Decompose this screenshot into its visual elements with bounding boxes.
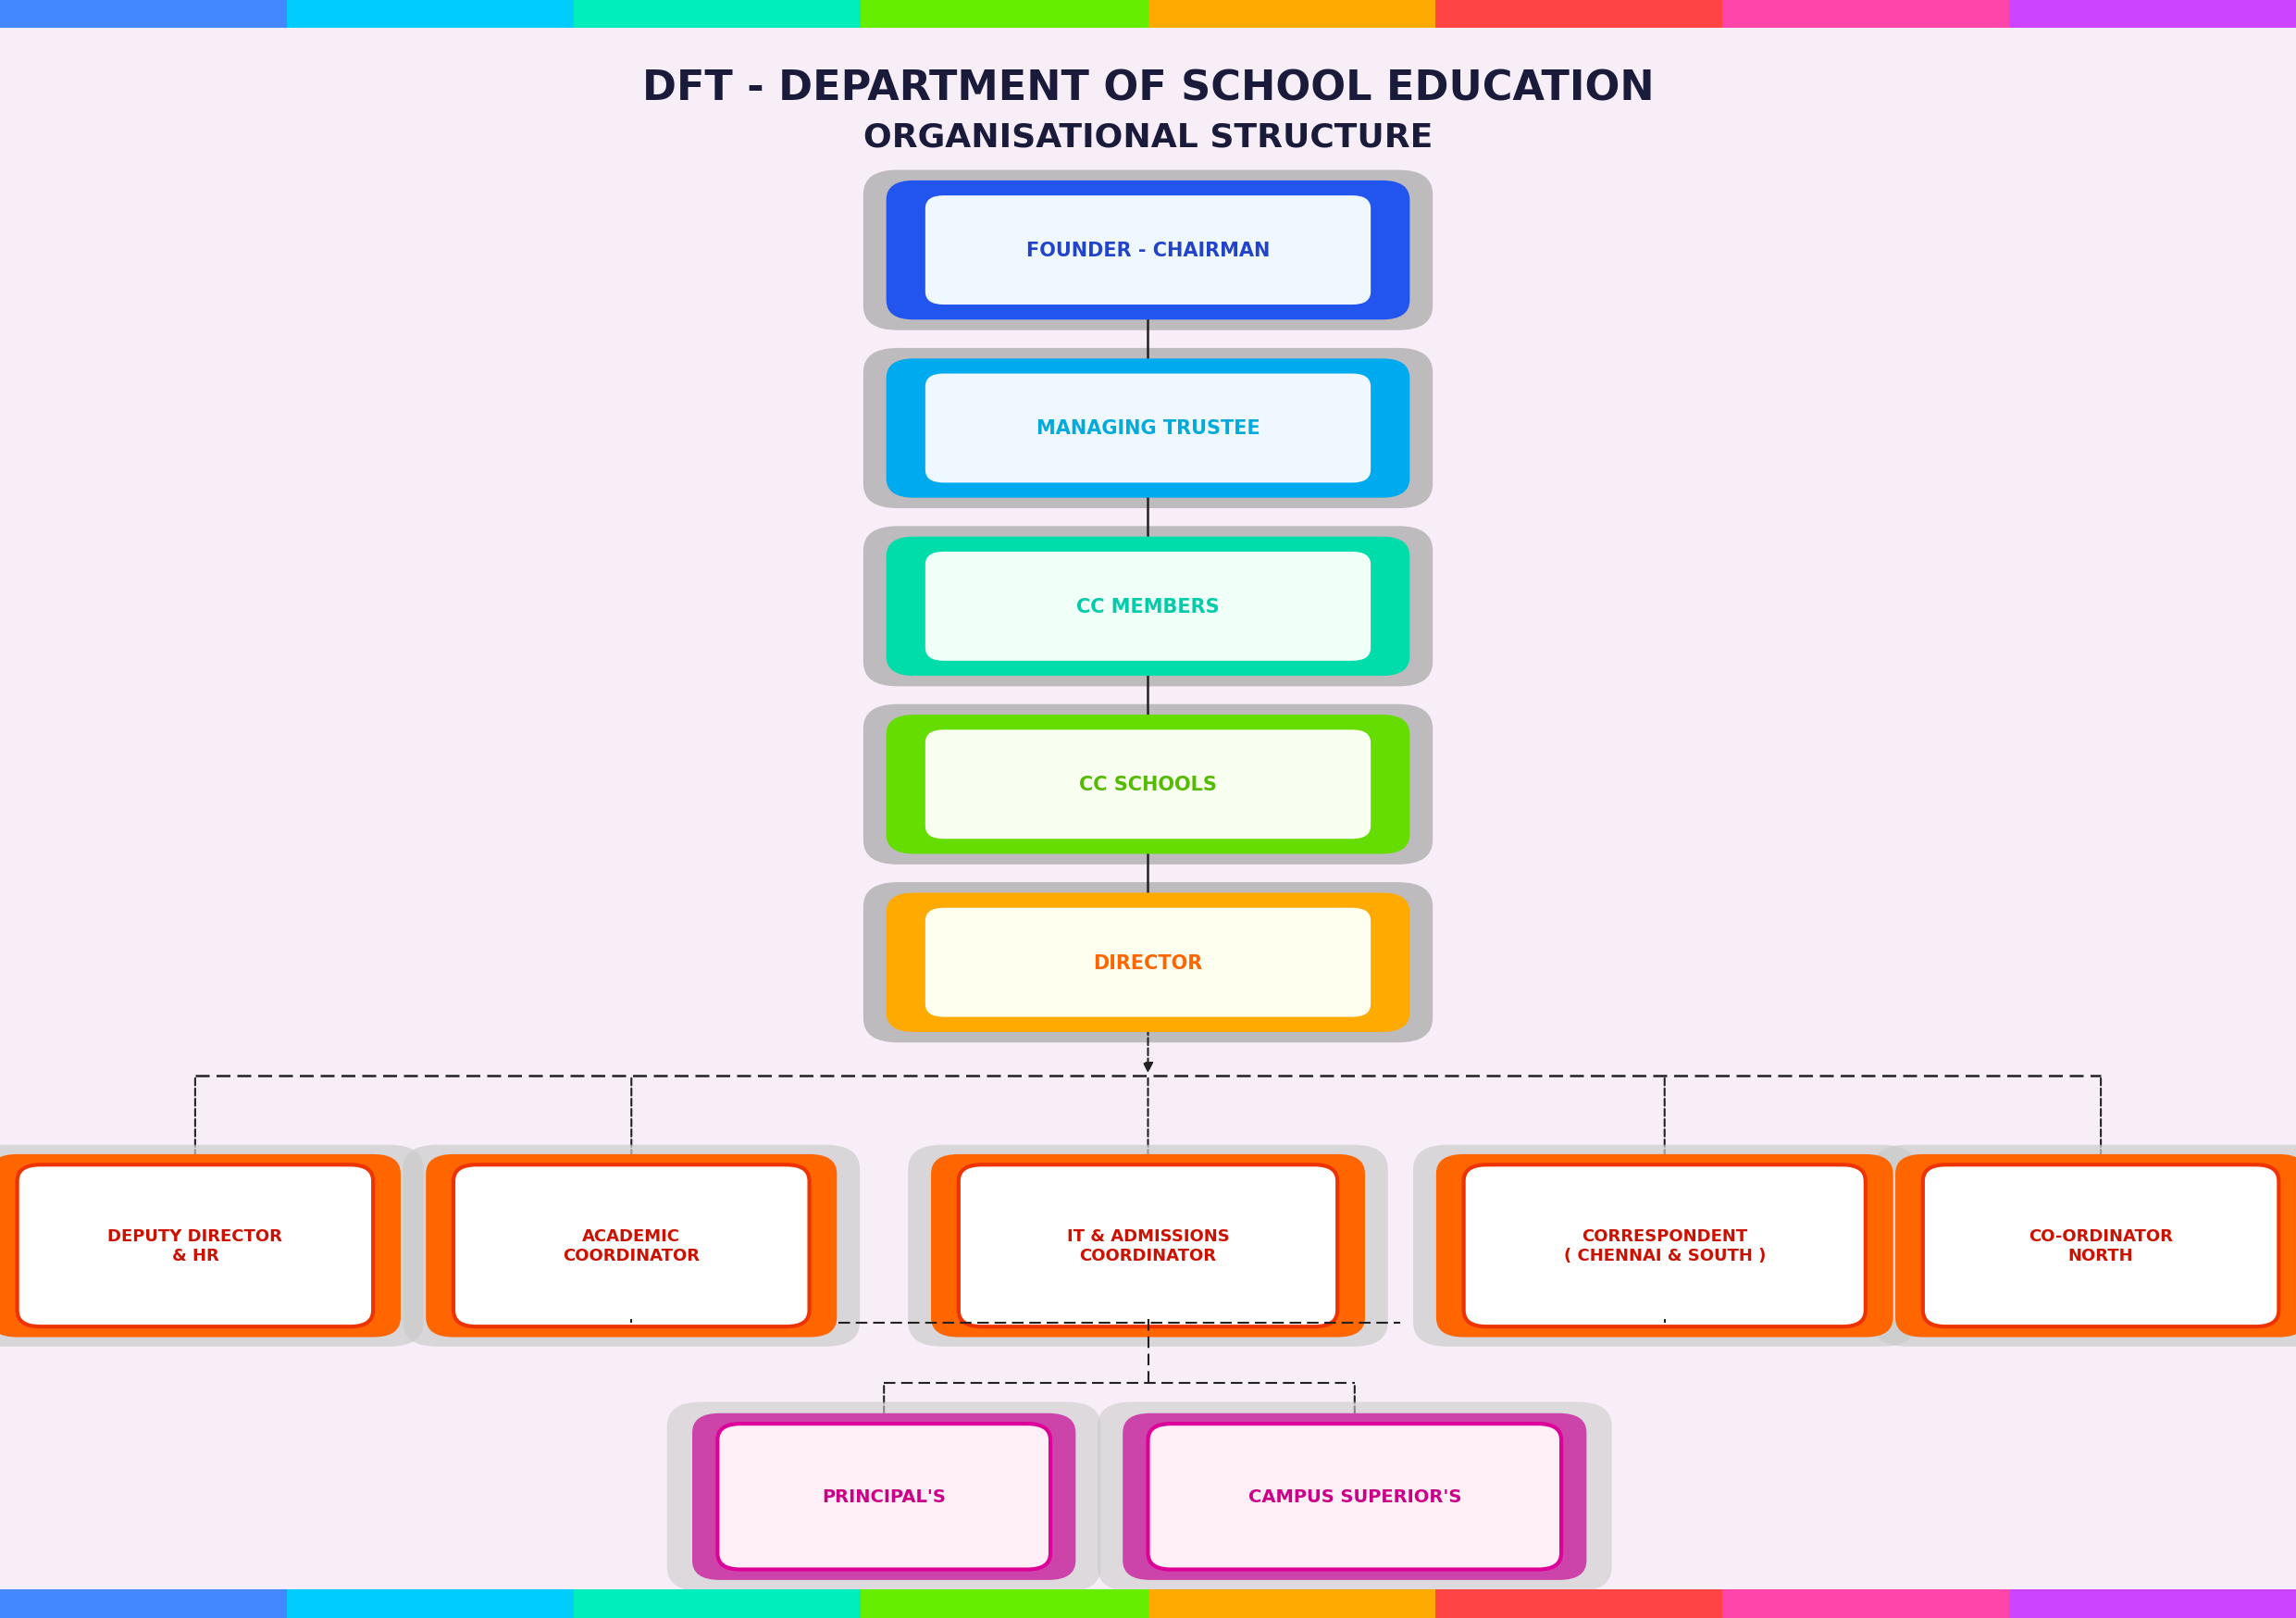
FancyBboxPatch shape — [925, 374, 1371, 484]
FancyBboxPatch shape — [0, 1146, 425, 1346]
Bar — [2009, 1589, 2296, 1618]
FancyBboxPatch shape — [1148, 1424, 1561, 1569]
Text: PRINCIPAL'S: PRINCIPAL'S — [822, 1489, 946, 1505]
FancyBboxPatch shape — [863, 349, 1433, 508]
Text: FOUNDER - CHAIRMAN: FOUNDER - CHAIRMAN — [1026, 241, 1270, 260]
Text: CAMPUS SUPERIOR'S: CAMPUS SUPERIOR'S — [1249, 1489, 1460, 1505]
FancyBboxPatch shape — [886, 715, 1410, 854]
FancyBboxPatch shape — [1437, 1155, 1892, 1336]
Bar — [1148, 0, 1435, 29]
FancyBboxPatch shape — [1924, 1165, 2278, 1327]
Text: CC MEMBERS: CC MEMBERS — [1077, 597, 1219, 616]
Bar — [1435, 1589, 1722, 1618]
FancyBboxPatch shape — [404, 1146, 859, 1346]
Text: CORRESPONDENT
( CHENNAI & SOUTH ): CORRESPONDENT ( CHENNAI & SOUTH ) — [1564, 1228, 1766, 1264]
Text: IT & ADMISSIONS
COORDINATOR: IT & ADMISSIONS COORDINATOR — [1068, 1228, 1228, 1264]
FancyBboxPatch shape — [455, 1165, 808, 1327]
FancyBboxPatch shape — [863, 705, 1433, 864]
Text: CC SCHOOLS: CC SCHOOLS — [1079, 775, 1217, 794]
FancyBboxPatch shape — [863, 882, 1433, 1044]
FancyBboxPatch shape — [716, 1424, 1052, 1569]
FancyBboxPatch shape — [863, 526, 1433, 686]
FancyBboxPatch shape — [1097, 1401, 1612, 1592]
FancyBboxPatch shape — [1465, 1165, 1864, 1327]
FancyBboxPatch shape — [1123, 1414, 1587, 1579]
Text: DFT - DEPARTMENT OF SCHOOL EDUCATION: DFT - DEPARTMENT OF SCHOOL EDUCATION — [643, 70, 1653, 108]
Bar — [574, 0, 861, 29]
FancyBboxPatch shape — [925, 908, 1371, 1018]
Bar — [287, 0, 574, 29]
FancyBboxPatch shape — [693, 1414, 1075, 1579]
Bar — [0, 0, 287, 29]
FancyBboxPatch shape — [932, 1155, 1364, 1336]
Bar — [2009, 0, 2296, 29]
FancyBboxPatch shape — [925, 552, 1371, 662]
Bar — [287, 1589, 574, 1618]
FancyBboxPatch shape — [960, 1165, 1336, 1327]
FancyBboxPatch shape — [18, 1165, 372, 1327]
FancyBboxPatch shape — [427, 1155, 836, 1336]
Text: CO-ORDINATOR
NORTH: CO-ORDINATOR NORTH — [2030, 1228, 2172, 1264]
Text: ACADEMIC
COORDINATOR: ACADEMIC COORDINATOR — [563, 1228, 700, 1264]
Text: DEPUTY DIRECTOR
& HR: DEPUTY DIRECTOR & HR — [108, 1228, 282, 1264]
FancyBboxPatch shape — [863, 172, 1433, 332]
FancyBboxPatch shape — [925, 196, 1371, 306]
FancyBboxPatch shape — [886, 181, 1410, 320]
FancyBboxPatch shape — [1874, 1146, 2296, 1346]
Bar — [0, 1589, 287, 1618]
FancyBboxPatch shape — [886, 359, 1410, 498]
FancyBboxPatch shape — [0, 1155, 402, 1336]
Bar — [861, 1589, 1148, 1618]
FancyBboxPatch shape — [886, 893, 1410, 1032]
Bar — [574, 1589, 861, 1618]
Text: DIRECTOR: DIRECTOR — [1093, 953, 1203, 972]
FancyBboxPatch shape — [886, 537, 1410, 676]
FancyBboxPatch shape — [925, 730, 1371, 840]
Bar — [861, 0, 1148, 29]
FancyBboxPatch shape — [907, 1146, 1387, 1346]
Text: ORGANISATIONAL STRUCTURE: ORGANISATIONAL STRUCTURE — [863, 121, 1433, 154]
FancyBboxPatch shape — [668, 1401, 1102, 1592]
Bar — [1722, 0, 2009, 29]
Bar — [1435, 0, 1722, 29]
Text: MANAGING TRUSTEE: MANAGING TRUSTEE — [1035, 419, 1261, 438]
FancyBboxPatch shape — [1414, 1146, 1915, 1346]
Bar — [1148, 1589, 1435, 1618]
FancyBboxPatch shape — [1896, 1155, 2296, 1336]
Bar — [1722, 1589, 2009, 1618]
